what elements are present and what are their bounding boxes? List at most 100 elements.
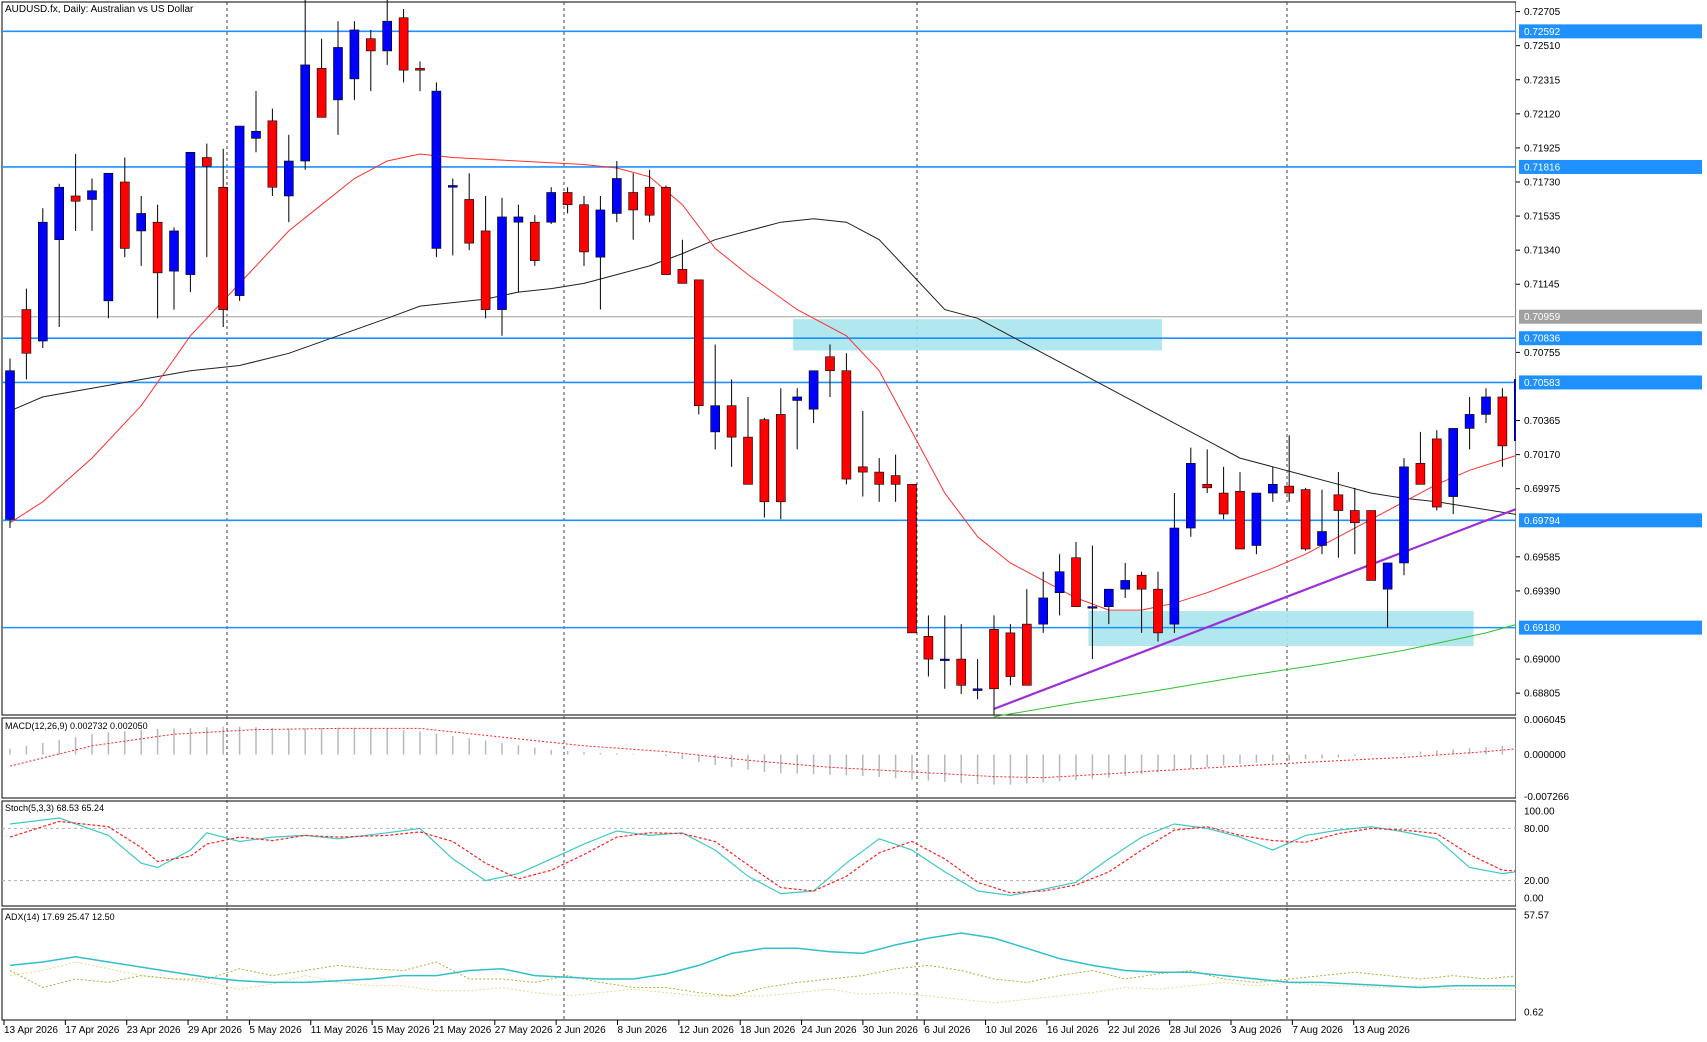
candle[interactable] bbox=[398, 8, 409, 83]
candle[interactable] bbox=[152, 204, 163, 319]
candle[interactable] bbox=[185, 151, 196, 293]
candle[interactable] bbox=[579, 195, 589, 266]
candle[interactable] bbox=[1218, 466, 1229, 520]
candle[interactable] bbox=[956, 624, 967, 695]
candle[interactable] bbox=[808, 370, 819, 424]
candle[interactable] bbox=[136, 195, 146, 266]
candle[interactable] bbox=[267, 108, 278, 196]
candle[interactable] bbox=[202, 143, 212, 258]
candle[interactable] bbox=[447, 178, 458, 256]
candle[interactable] bbox=[365, 29, 376, 92]
candle[interactable] bbox=[710, 344, 721, 450]
candle[interactable] bbox=[1415, 431, 1426, 485]
candle[interactable] bbox=[529, 215, 540, 266]
candle[interactable] bbox=[21, 288, 32, 380]
candle[interactable] bbox=[661, 185, 671, 275]
candle[interactable] bbox=[1284, 435, 1294, 502]
candle[interactable] bbox=[70, 154, 81, 231]
candle[interactable] bbox=[1005, 624, 1016, 686]
candle[interactable] bbox=[333, 21, 343, 135]
candle[interactable] bbox=[1366, 510, 1376, 581]
candle[interactable] bbox=[37, 208, 48, 349]
candle[interactable] bbox=[251, 91, 261, 153]
candle[interactable] bbox=[1071, 541, 1081, 607]
candle[interactable] bbox=[1448, 428, 1458, 515]
candle[interactable] bbox=[1021, 589, 1032, 686]
candle[interactable] bbox=[595, 195, 606, 310]
candle[interactable] bbox=[1268, 466, 1278, 502]
candle[interactable] bbox=[349, 21, 360, 100]
candle[interactable] bbox=[1432, 430, 1442, 511]
candle[interactable] bbox=[546, 187, 557, 224]
candle[interactable] bbox=[972, 659, 983, 700]
candle[interactable] bbox=[743, 396, 753, 485]
candle[interactable] bbox=[1333, 472, 1344, 558]
candle[interactable] bbox=[1350, 487, 1360, 555]
candle[interactable] bbox=[1169, 493, 1180, 633]
candle[interactable] bbox=[54, 183, 65, 328]
candle[interactable] bbox=[644, 169, 655, 223]
candle[interactable] bbox=[120, 157, 130, 258]
candle[interactable] bbox=[513, 204, 524, 293]
candle[interactable] bbox=[464, 173, 475, 251]
candle[interactable] bbox=[1317, 489, 1327, 555]
price-pane[interactable] bbox=[2, 0, 1707, 718]
candle[interactable] bbox=[169, 227, 179, 310]
candle[interactable] bbox=[693, 279, 704, 415]
candle[interactable] bbox=[759, 417, 770, 518]
candle[interactable] bbox=[1235, 472, 1245, 550]
candle[interactable] bbox=[677, 239, 688, 284]
candle[interactable] bbox=[1136, 571, 1147, 633]
candle[interactable] bbox=[1054, 554, 1065, 616]
candle[interactable] bbox=[431, 82, 442, 258]
candle[interactable] bbox=[775, 388, 786, 520]
candle[interactable] bbox=[874, 458, 885, 502]
candle[interactable] bbox=[1497, 388, 1508, 467]
candle[interactable] bbox=[1464, 396, 1475, 450]
candle[interactable] bbox=[1186, 447, 1196, 537]
candle[interactable] bbox=[1104, 588, 1114, 625]
candle[interactable] bbox=[382, 0, 393, 65]
candle[interactable] bbox=[628, 173, 639, 240]
candle[interactable] bbox=[1202, 449, 1212, 494]
candle[interactable] bbox=[792, 388, 803, 450]
adx-pane[interactable] bbox=[9, 932, 1618, 1004]
current-price-badge bbox=[1519, 309, 1702, 324]
candle[interactable] bbox=[1153, 571, 1163, 642]
candle[interactable] bbox=[283, 134, 294, 223]
candle[interactable] bbox=[562, 187, 573, 214]
candle[interactable] bbox=[5, 358, 15, 529]
candle[interactable] bbox=[726, 379, 737, 467]
candle[interactable] bbox=[1399, 458, 1409, 576]
candle[interactable] bbox=[316, 38, 327, 118]
candle[interactable] bbox=[825, 344, 835, 397]
candle[interactable] bbox=[907, 484, 917, 634]
candle[interactable] bbox=[218, 148, 228, 328]
candle[interactable] bbox=[1087, 545, 1098, 660]
candle[interactable] bbox=[923, 615, 934, 677]
candle[interactable] bbox=[890, 454, 901, 502]
candle[interactable] bbox=[1120, 562, 1130, 598]
candle[interactable] bbox=[1382, 562, 1393, 628]
macd-pane[interactable] bbox=[9, 726, 1602, 785]
candle[interactable] bbox=[415, 61, 425, 92]
candle[interactable] bbox=[497, 197, 507, 336]
candle[interactable] bbox=[841, 353, 852, 485]
candle[interactable] bbox=[1251, 492, 1262, 555]
candle[interactable] bbox=[103, 172, 114, 319]
candle[interactable] bbox=[989, 615, 999, 715]
stochastic-pane[interactable] bbox=[2, 817, 1707, 897]
candle[interactable] bbox=[234, 125, 245, 301]
candle[interactable] bbox=[87, 178, 97, 231]
candle[interactable] bbox=[939, 615, 950, 689]
candle[interactable] bbox=[1038, 571, 1048, 633]
candle[interactable] bbox=[300, 0, 311, 170]
candle[interactable] bbox=[1300, 487, 1311, 551]
candle[interactable] bbox=[857, 410, 868, 497]
candle[interactable] bbox=[480, 195, 491, 319]
candle[interactable] bbox=[1481, 388, 1491, 424]
candle[interactable] bbox=[611, 161, 622, 223]
price-tick-label: 0.72510 bbox=[1524, 41, 1561, 52]
